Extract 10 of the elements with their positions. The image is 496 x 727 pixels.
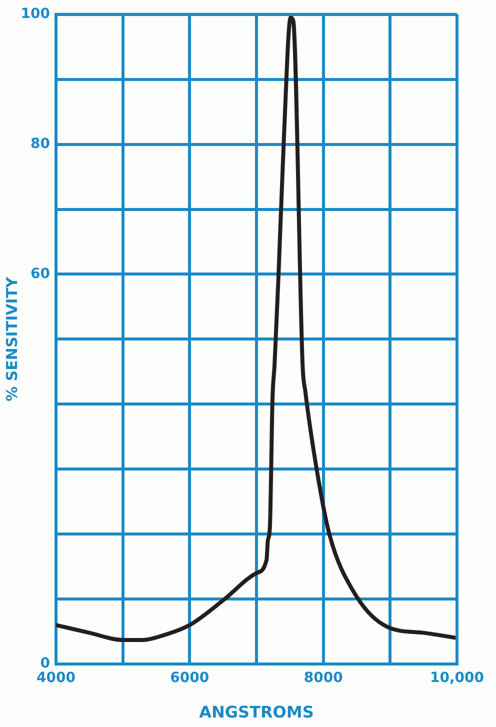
x-axis-title: ANGSTROMS <box>199 702 314 722</box>
y-tick-label: 0 <box>40 656 50 672</box>
y-tick-label: 100 <box>20 6 50 22</box>
x-tick-label: 6000 <box>170 670 210 686</box>
y-tick-label: 80 <box>30 136 50 152</box>
x-tick-label: 4000 <box>36 670 76 686</box>
y-axis-title: % SENSITIVITY <box>2 276 21 402</box>
x-tick-label: 10,000 <box>430 670 484 686</box>
x-tick-label: 8000 <box>304 670 344 686</box>
y-tick-label: 60 <box>30 266 50 282</box>
